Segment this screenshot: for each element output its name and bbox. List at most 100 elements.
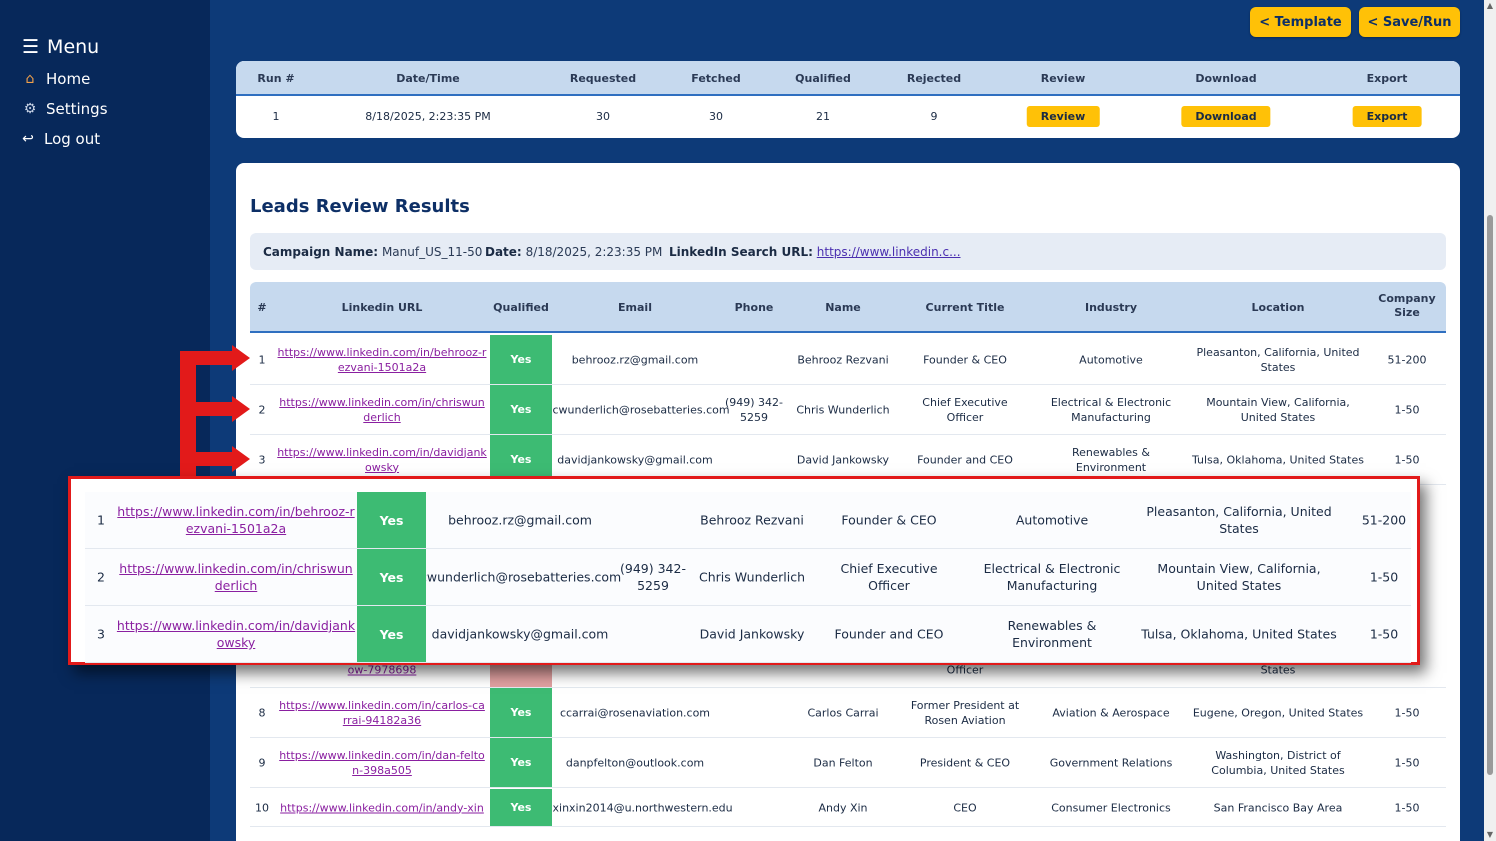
cell-name: Andy Xin xyxy=(818,801,868,814)
linkedin-url-link[interactable]: https://www.linkedin.com/in/davidjankows… xyxy=(116,618,356,650)
cell-n: 3 xyxy=(97,626,105,642)
linkedin-url-link[interactable]: https://www.linkedin.com/in/carlos-carra… xyxy=(279,698,485,727)
header-datetime: Date/Time xyxy=(396,72,460,85)
cell-title: Officer xyxy=(946,665,984,677)
linkedin-url-link[interactable]: https://www.linkedin.com/in/behrooz-rezv… xyxy=(117,504,355,536)
cell-industry: Renewables & Environment xyxy=(1007,618,1097,650)
cell-location: Mountain View, California, United States xyxy=(1157,561,1321,593)
cell-size: 1-50 xyxy=(1369,626,1399,642)
cell-title: Founder and CEO xyxy=(917,453,1013,466)
cell-name: Carlos Carrai xyxy=(807,706,879,719)
cell-industry: Automotive xyxy=(1079,353,1143,366)
qualified-badge: Yes xyxy=(490,385,552,434)
header-email: Email xyxy=(618,301,652,314)
export-button[interactable]: Export xyxy=(1352,106,1422,127)
table-row-partial: ow-7978698 Officer States xyxy=(250,665,1446,688)
cell-name: Chris Wunderlich xyxy=(698,569,805,585)
cell-email: xinxin2014@u.northwestern.edu xyxy=(552,801,733,814)
cell-location: States xyxy=(1260,665,1296,677)
qualified-badge: Yes xyxy=(357,606,426,662)
hamburger-icon: ☰ xyxy=(22,36,40,58)
table-row: 2 https://www.linkedin.com/in/chriswunder… xyxy=(250,385,1446,435)
leads-table: # Linkedin URL Qualified Email Phone Nam… xyxy=(250,282,1446,333)
cell-phone: (949) 342-5259 xyxy=(724,395,784,424)
linkedin-url-link[interactable]: https://www.linkedin.com/in/behrooz-rezv… xyxy=(277,345,487,374)
header-phone: Phone xyxy=(734,301,774,314)
sidebar-item-logout[interactable]: ↩ Log out xyxy=(20,130,100,148)
table-row: 1 https://www.linkedin.com/in/behrooz-rez… xyxy=(250,335,1446,385)
cell-n: 2 xyxy=(97,569,105,585)
linkedin-url-link[interactable]: https://www.linkedin.com/in/andy-xin xyxy=(280,801,484,814)
header-export: Export xyxy=(1366,72,1408,85)
header-rejected: Rejected xyxy=(906,72,962,85)
cell-industry: Automotive xyxy=(1015,512,1089,528)
cell-phone: (949) 342-5259 xyxy=(620,561,686,593)
cell-n: 10 xyxy=(255,801,269,814)
qualified-badge: Yes xyxy=(490,435,552,484)
cell-size: 1-50 xyxy=(1394,403,1420,416)
linkedin-url-link[interactable]: https://www.linkedin.com/in/dan-felton-3… xyxy=(279,748,485,777)
header-company-size: Company Size xyxy=(1378,292,1436,319)
linkedin-url-link[interactable]: https://www.linkedin.com/in/davidjankows… xyxy=(277,445,487,474)
arrow-icon xyxy=(180,446,250,472)
cell-industry: Renewables & Environment xyxy=(1071,445,1150,474)
qualified-badge: Yes xyxy=(490,789,552,826)
header-requested: Requested xyxy=(569,72,637,85)
cell-title: Former President at Rosen Aviation xyxy=(910,698,1020,727)
qualified-badge: Yes xyxy=(357,549,426,605)
scrollbar[interactable]: ▲ ▼ xyxy=(1484,0,1496,841)
linkedin-search-url: LinkedIn Search URL: https://www.linkedi… xyxy=(669,245,961,259)
linkedin-search-link[interactable]: https://www.linkedin.c... xyxy=(816,245,961,259)
qualified-badge: Yes xyxy=(490,688,552,737)
header-index: # xyxy=(257,301,267,314)
sidebar-item-settings[interactable]: ⚙ Settings xyxy=(22,100,108,118)
scroll-down-icon[interactable]: ▼ xyxy=(1486,830,1494,839)
cell-email: davidjankowsky@gmail.com xyxy=(431,626,609,642)
cell-name: Behrooz Rezvani xyxy=(700,512,804,528)
cell-title: President & CEO xyxy=(919,756,1011,769)
download-button[interactable]: Download xyxy=(1181,106,1271,127)
linkedin-url-link[interactable]: ow-7978698 xyxy=(347,665,417,677)
cell-size: 1-50 xyxy=(1369,569,1399,585)
table-row: 10 https://www.linkedin.com/in/andy-xin xi… xyxy=(250,789,1446,827)
cell-size: 1-50 xyxy=(1394,706,1420,719)
linkedin-url-link[interactable]: https://www.linkedin.com/in/chriswunderl… xyxy=(119,561,353,593)
campaign-name: Campaign Name: Manuf_US_11-50 xyxy=(263,245,483,259)
cell-name: Behrooz Rezvani xyxy=(797,353,889,366)
zoomed-table-row: 3 https://www.linkedin.com/in/davidjankow… xyxy=(85,606,1411,663)
linkedin-url-link[interactable]: https://www.linkedin.com/in/chriswunderl… xyxy=(279,395,485,424)
table-row: 1 8/18/2025, 2:23:35 PM 30 30 21 9 Revie… xyxy=(236,96,1460,136)
cell-location: San Francisco Bay Area xyxy=(1213,801,1343,814)
annotation-bracket xyxy=(180,357,196,483)
campaign-info-bar: Campaign Name: Manuf_US_11-50 Date: 8/18… xyxy=(250,233,1446,270)
table-row: 8 https://www.linkedin.com/in/carlos-carr… xyxy=(250,688,1446,738)
cell-title: Chief Executive Officer xyxy=(840,561,938,593)
scroll-thumb[interactable] xyxy=(1487,215,1493,775)
cell-location: Tulsa, Oklahoma, United States xyxy=(1191,453,1364,466)
zoomed-table-row: 2 https://www.linkedin.com/in/chriswunder… xyxy=(85,549,1411,606)
cell-location: Washington, District of Columbia, United… xyxy=(1211,748,1345,777)
cell-email: behrooz.rz@gmail.com xyxy=(448,512,592,528)
cell-size: 51-200 xyxy=(1361,512,1407,528)
sidebar: ☰ Menu ⌂ Home ⚙ Settings ↩ Log out xyxy=(0,0,210,841)
save-run-button[interactable]: < Save/Run xyxy=(1359,7,1460,37)
review-button[interactable]: Review xyxy=(1026,106,1100,127)
gear-icon: ⚙ xyxy=(23,101,37,117)
sidebar-item-label: Log out xyxy=(44,130,101,148)
page-title: Leads Review Results xyxy=(250,196,470,217)
cell-n: 9 xyxy=(258,756,266,769)
cell-email: behrooz.rz@gmail.com xyxy=(571,353,699,366)
scroll-up-icon[interactable]: ▲ xyxy=(1486,1,1494,10)
header-industry: Industry xyxy=(1084,301,1138,314)
cell-industry: Aviation & Aerospace xyxy=(1052,706,1170,719)
cell-email: danpfelton@outlook.com xyxy=(565,756,705,769)
qualified-badge: Yes xyxy=(357,492,426,548)
zoomed-table-row: 1 https://www.linkedin.com/in/behrooz-rez… xyxy=(85,492,1411,549)
menu-toggle[interactable]: ☰ Menu xyxy=(22,36,99,58)
cell-email: cwunderlich@rosebatteries.com xyxy=(552,403,730,416)
cell-name: David Jankowsky xyxy=(796,453,890,466)
template-button[interactable]: < Template xyxy=(1250,7,1351,37)
qualified-badge xyxy=(490,665,552,687)
cell-industry: Electrical & Electronic Manufacturing xyxy=(1050,395,1172,424)
sidebar-item-home[interactable]: ⌂ Home xyxy=(22,70,91,88)
